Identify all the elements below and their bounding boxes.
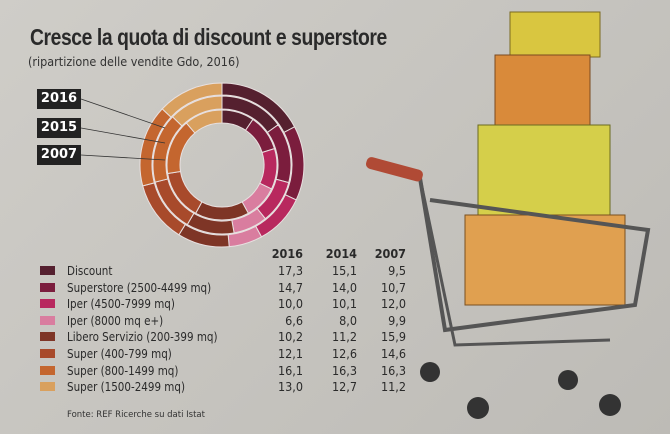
value-2007: 12,0 bbox=[380, 296, 406, 312]
table-row: Libero Servizio (200-399 mq) 10,2 11,2 15,9 bbox=[40, 329, 420, 345]
source-note: Fonte: REF Ricerche su dati Istat bbox=[67, 410, 205, 420]
category-label: Superstore (2500-4499 mq) bbox=[67, 279, 212, 295]
chart-subtitle: (ripartizione delle vendite Gdo, 2016) bbox=[28, 54, 240, 69]
category-label: Iper (8000 mq e+) bbox=[67, 312, 164, 328]
legend-swatch bbox=[40, 299, 55, 309]
category-label: Discount bbox=[67, 263, 113, 278]
legend-swatch bbox=[40, 349, 55, 358]
category-label: Libero Servizio (200-399 mq) bbox=[67, 329, 218, 345]
table-row: Super (400-799 mq) 12,1 12,6 14,6 bbox=[40, 346, 420, 362]
ring-segment-2007 bbox=[195, 201, 249, 221]
ring-label-leader-line bbox=[80, 127, 166, 144]
value-2014: 11,2 bbox=[331, 329, 357, 345]
category-label: Super (800-1499 mq) bbox=[67, 362, 179, 378]
ring-label-2007: 2007 bbox=[37, 145, 81, 165]
ring-segment-2007 bbox=[185, 109, 223, 134]
value-2016: 14,7 bbox=[277, 279, 303, 295]
table-row: Iper (8000 mq e+) 6,6 8,0 9,9 bbox=[40, 313, 420, 329]
value-2014: 16,3 bbox=[331, 362, 357, 378]
legend-swatch bbox=[40, 382, 55, 392]
table-row: Discount 17,3 15,1 9,5 bbox=[40, 263, 420, 279]
category-label: Super (1500-2499 mq) bbox=[67, 379, 186, 395]
table-row: Superstore (2500-4499 mq) 14,7 14,0 10,7 bbox=[40, 280, 420, 296]
ring-label-leader-line bbox=[80, 154, 166, 161]
column-header-2016: 2016 bbox=[271, 246, 303, 261]
column-header-2014: 2014 bbox=[325, 246, 357, 261]
value-2014: 14,0 bbox=[331, 279, 357, 295]
ring-label-leader-line bbox=[80, 98, 166, 129]
value-2007: 9,5 bbox=[388, 263, 406, 278]
value-2007: 9,9 bbox=[388, 312, 406, 328]
ring-segment-2016 bbox=[161, 82, 223, 118]
value-2016: 16,1 bbox=[277, 362, 303, 378]
ring-segment-2014 bbox=[171, 95, 223, 127]
legend-swatch bbox=[40, 282, 55, 292]
value-2007: 10,7 bbox=[380, 279, 406, 295]
value-2014: 12,7 bbox=[331, 379, 357, 395]
value-2007: 16,3 bbox=[380, 362, 406, 378]
value-2016: 10,0 bbox=[277, 296, 303, 312]
value-2016: 10,2 bbox=[277, 329, 303, 345]
table-row: Super (1500-2499 mq) 13,0 12,7 11,2 bbox=[40, 379, 420, 395]
column-header-2007: 2007 bbox=[374, 246, 406, 261]
ring-segment-2007 bbox=[259, 147, 278, 190]
legend-swatch bbox=[40, 315, 55, 325]
ring-label-2015: 2015 bbox=[37, 118, 81, 138]
legend-swatch bbox=[40, 332, 55, 342]
chart-title: Cresce la quota di discount e superstore bbox=[30, 24, 387, 50]
legend-swatch bbox=[40, 365, 55, 375]
value-2007: 15,9 bbox=[380, 329, 406, 345]
table-header: 2016 2014 2007 bbox=[40, 246, 420, 262]
table-row: Super (800-1499 mq) 16,1 16,3 16,3 bbox=[40, 363, 420, 379]
value-2016: 13,0 bbox=[277, 379, 303, 395]
value-2014: 10,1 bbox=[331, 296, 357, 312]
value-2014: 12,6 bbox=[331, 346, 357, 361]
value-2014: 8,0 bbox=[339, 312, 357, 328]
value-2014: 15,1 bbox=[331, 263, 357, 278]
legend-swatch bbox=[40, 266, 55, 275]
ring-label-2016: 2016 bbox=[37, 89, 81, 109]
category-label: Super (400-799 mq) bbox=[67, 346, 172, 361]
value-2016: 12,1 bbox=[277, 346, 303, 361]
table-row: Iper (4500-7999 mq) 10,0 10,1 12,0 bbox=[40, 296, 420, 312]
category-label: Iper (4500-7999 mq) bbox=[67, 296, 175, 312]
value-2007: 14,6 bbox=[380, 346, 406, 361]
value-2007: 11,2 bbox=[380, 379, 406, 395]
value-2016: 17,3 bbox=[277, 263, 303, 278]
value-2016: 6,6 bbox=[285, 312, 303, 328]
